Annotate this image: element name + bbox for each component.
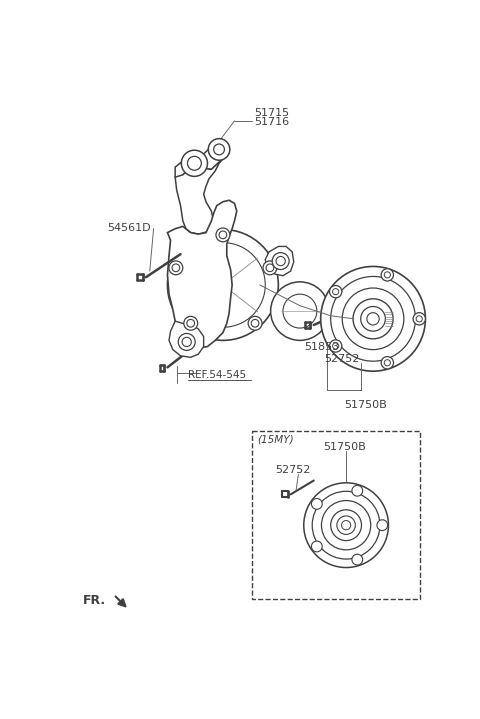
- Circle shape: [312, 541, 322, 552]
- Circle shape: [168, 229, 278, 340]
- Circle shape: [333, 288, 339, 295]
- Circle shape: [184, 316, 198, 330]
- Text: 51715: 51715: [254, 108, 289, 118]
- Text: 51716: 51716: [254, 117, 289, 127]
- Circle shape: [342, 288, 404, 349]
- Circle shape: [352, 554, 363, 565]
- Text: 52752: 52752: [324, 354, 360, 365]
- Circle shape: [322, 500, 371, 550]
- Text: FR.: FR.: [83, 595, 106, 608]
- Circle shape: [182, 337, 192, 347]
- Circle shape: [312, 491, 380, 559]
- Circle shape: [312, 498, 322, 509]
- Circle shape: [251, 319, 259, 327]
- Circle shape: [321, 267, 425, 371]
- Circle shape: [283, 294, 317, 328]
- Text: (15MY): (15MY): [258, 434, 294, 444]
- Circle shape: [361, 306, 385, 331]
- Polygon shape: [175, 145, 229, 180]
- Circle shape: [352, 485, 363, 496]
- Circle shape: [304, 483, 388, 567]
- Circle shape: [331, 510, 361, 541]
- Circle shape: [271, 282, 329, 340]
- Polygon shape: [265, 247, 294, 275]
- Polygon shape: [175, 159, 223, 234]
- Circle shape: [353, 299, 393, 339]
- Circle shape: [266, 264, 274, 272]
- Circle shape: [333, 343, 339, 349]
- Circle shape: [381, 357, 394, 369]
- Circle shape: [248, 316, 262, 330]
- Circle shape: [331, 277, 415, 361]
- Circle shape: [188, 156, 201, 170]
- Circle shape: [219, 231, 227, 239]
- Circle shape: [169, 261, 183, 275]
- Text: 51750B: 51750B: [323, 442, 366, 452]
- Circle shape: [180, 242, 265, 327]
- Text: 51853: 51853: [304, 342, 339, 352]
- Circle shape: [384, 360, 390, 366]
- Circle shape: [214, 144, 225, 155]
- Circle shape: [367, 313, 379, 325]
- Text: 54561D: 54561D: [108, 224, 151, 234]
- Circle shape: [329, 340, 342, 352]
- Circle shape: [329, 285, 342, 298]
- Circle shape: [416, 316, 422, 322]
- Circle shape: [377, 520, 388, 531]
- Circle shape: [181, 150, 207, 176]
- Bar: [252, 431, 420, 599]
- Circle shape: [413, 313, 425, 325]
- Circle shape: [263, 261, 277, 275]
- Circle shape: [337, 516, 355, 534]
- Circle shape: [341, 521, 351, 530]
- Circle shape: [276, 257, 285, 266]
- Circle shape: [272, 252, 289, 270]
- Text: 51750B: 51750B: [345, 400, 387, 411]
- Circle shape: [208, 139, 230, 160]
- Text: 52752: 52752: [275, 465, 311, 475]
- Polygon shape: [168, 200, 237, 348]
- Circle shape: [178, 334, 195, 350]
- Text: REF.54-545: REF.54-545: [188, 370, 246, 380]
- Polygon shape: [169, 321, 204, 357]
- Circle shape: [381, 269, 394, 281]
- Circle shape: [216, 228, 230, 242]
- Circle shape: [384, 272, 390, 278]
- Circle shape: [187, 319, 194, 327]
- Circle shape: [172, 264, 180, 272]
